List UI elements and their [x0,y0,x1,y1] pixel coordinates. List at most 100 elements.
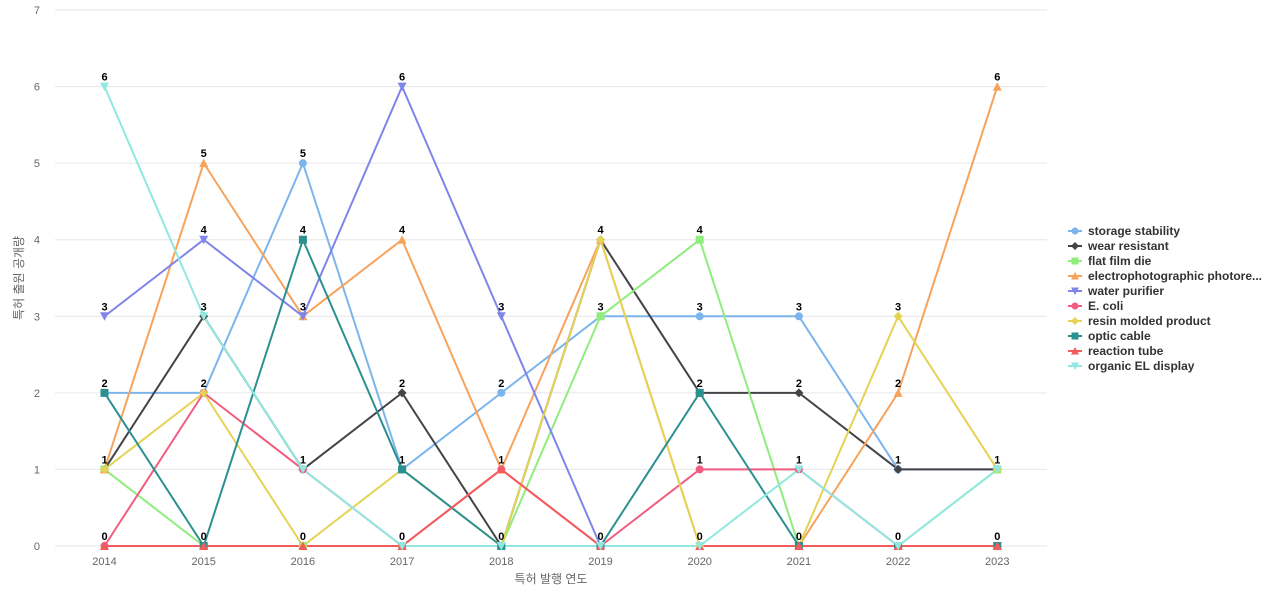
series-point [794,465,804,474]
series-point [496,312,506,321]
data-label: 0 [101,531,107,543]
series-point [695,312,704,321]
legend-item[interactable]: organic EL display [1068,359,1195,373]
series-point [100,312,109,321]
data-label: 1 [895,454,901,466]
data-label: 3 [101,301,107,313]
series-line-10 [103,86,998,547]
x-tick-label: 2014 [92,556,116,568]
series-point [496,542,506,551]
legend-item[interactable]: optic cable [1068,329,1151,343]
series-markers [100,82,1002,551]
x-tick-label: 2021 [787,556,811,568]
data-label: 2 [201,378,207,390]
data-label: 0 [697,531,703,543]
legend-marker [1071,242,1079,250]
data-label: 0 [498,531,504,543]
y-tick-label: 1 [34,464,40,476]
y-tick-label: 5 [34,158,40,170]
legend-label: wear resistant [1087,239,1169,253]
series-point [596,235,605,245]
x-tick-label: 2023 [985,556,1009,568]
series-point [298,541,308,550]
data-label: 2 [796,378,802,390]
data-label: 0 [994,531,1000,543]
series-point [199,388,209,398]
x-tick-label: 2016 [291,556,315,568]
series-point [695,542,705,551]
x-tick-label: 2020 [687,556,711,568]
data-label: 4 [597,225,604,237]
series-point [893,464,903,474]
data-label: 3 [796,301,802,313]
data-label: 1 [994,454,1000,466]
series-point [100,82,109,92]
legend-label: flat film die [1088,254,1152,268]
series-point [496,464,506,474]
series-point [893,311,903,321]
data-label: 2 [697,378,703,390]
legend-marker [1071,287,1079,295]
series-point [397,235,407,244]
data-labels: 6 3 2 1 0 5 4 3 2 0 5 4 3 1 0 6 4 2 1 0 3 2 1 0 4 3 0 4 3 2 1 0 3 2 1 0 3 2 1 0… [101,72,1000,543]
series-point [893,542,903,551]
data-label: 0 [796,531,802,543]
series-point [992,465,1002,474]
data-label: 1 [498,454,504,466]
y-tick-label: 7 [34,5,40,17]
legend-label: electrophotographic photore... [1088,269,1262,283]
legend-item[interactable]: flat film die [1068,254,1152,268]
legend-label: water purifier [1087,284,1164,298]
data-label: 6 [399,72,405,84]
series-point [397,542,407,551]
legend-item[interactable]: water purifier [1068,284,1164,298]
series-point [497,388,506,397]
legend-item[interactable]: resin molded product [1068,314,1211,328]
data-label: 0 [895,531,901,543]
series-point [695,465,704,474]
legend-marker [1071,317,1079,325]
series-line-9 [104,468,998,547]
data-label: 3 [697,301,703,313]
data-label: 0 [597,531,603,543]
series-point [199,158,209,168]
series-point [794,388,804,398]
legend-label: organic EL display [1088,359,1195,373]
legend-item[interactable]: wear resistant [1068,239,1169,253]
data-label: 2 [895,378,901,390]
series-point [100,541,109,550]
data-label: 5 [300,148,306,160]
data-label: 4 [201,225,208,237]
legend-label: E. coli [1088,299,1123,313]
x-axis-title: 특허 발행 연도 [515,571,588,586]
data-label: 1 [399,454,405,466]
data-label: 1 [697,454,703,466]
data-label: 3 [201,301,207,313]
y-tick-label: 3 [34,311,40,323]
data-label: 4 [697,225,704,237]
legend-item[interactable]: reaction tube [1068,344,1164,358]
data-label: 1 [796,454,802,466]
legend-item[interactable]: E. coli [1068,299,1123,313]
series-point [199,235,209,245]
data-label: 3 [597,301,603,313]
legend-marker [1071,302,1079,310]
x-tick-label: 2019 [588,556,612,568]
data-label: 4 [399,225,406,237]
legend-item[interactable]: storage stability [1068,224,1180,238]
series-point [100,388,109,397]
series-point [298,159,307,168]
legend-marker [1071,362,1079,370]
legend-marker [1071,272,1079,280]
series-point [298,312,308,321]
data-label: 0 [300,531,306,543]
series-point [100,464,109,474]
x-tick-label: 2015 [191,556,215,568]
legend-item[interactable]: electrophotographic photore... [1068,269,1262,283]
series-point [397,388,407,398]
series-line-4 [103,86,999,547]
x-tick-label: 2022 [886,556,910,568]
y-tick-label: 0 [34,541,40,553]
legend-label: resin molded product [1088,314,1211,328]
